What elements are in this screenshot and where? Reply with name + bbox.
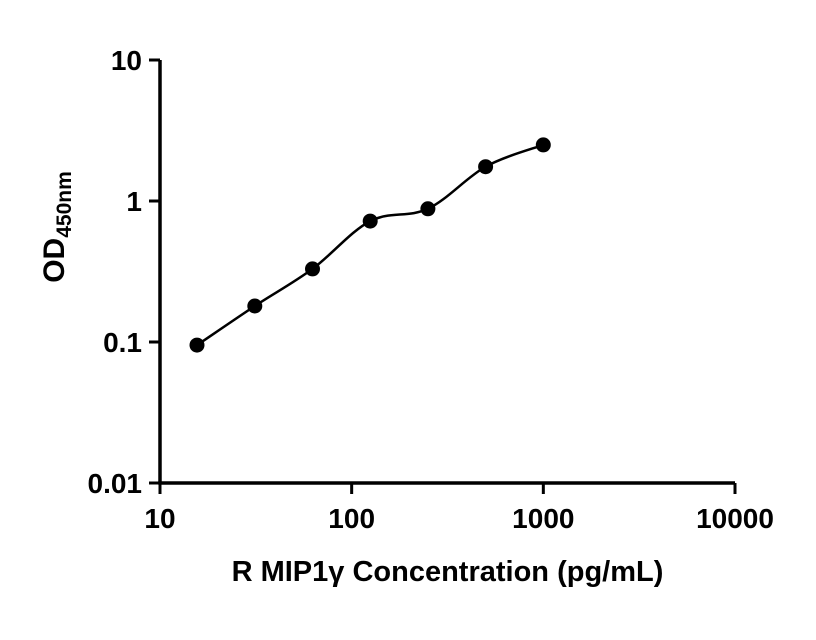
x-axis-tick-label: 10 — [144, 503, 175, 534]
data-point-1 — [189, 337, 205, 353]
y-axis-title: OD450nm — [33, 77, 77, 377]
data-point-4 — [362, 213, 378, 229]
y-axis-tick-label: 0.1 — [103, 327, 142, 358]
x-axis-tick-label: 100 — [328, 503, 375, 534]
data-point-5 — [420, 201, 436, 217]
y-axis-tick-label: 1 — [126, 186, 142, 217]
data-point-2 — [247, 298, 263, 314]
x-axis-title: R MIP1γ Concentration (pg/mL) — [231, 556, 664, 588]
y-axis-title-main: OD — [38, 237, 71, 283]
x-axis-tick-label: 10000 — [696, 503, 774, 534]
x-axis-tick-label: 1000 — [512, 503, 574, 534]
data-point-3 — [305, 261, 320, 277]
data-point-6 — [478, 159, 494, 175]
data-point-7 — [535, 137, 551, 153]
standard-curve-line — [196, 143, 544, 347]
y-axis-tick-label: 10 — [111, 45, 142, 76]
y-axis-tick-label: 0.01 — [88, 468, 143, 499]
y-axis-title-subscript: 450nm — [53, 171, 76, 238]
